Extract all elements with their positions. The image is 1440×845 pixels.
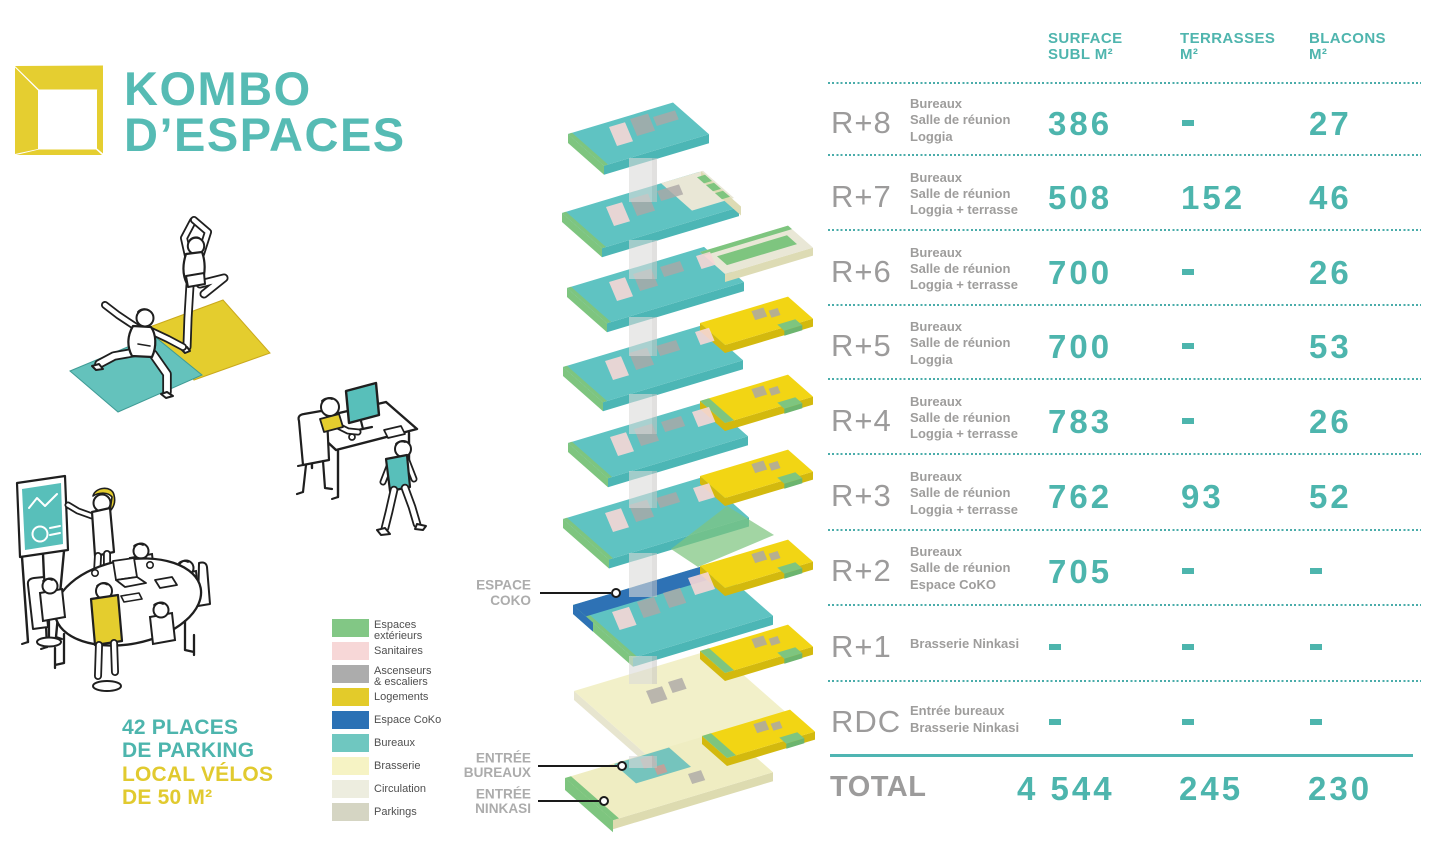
svg-text:ENTRÉE: ENTRÉE xyxy=(476,751,531,766)
svg-text:COKO: COKO xyxy=(490,593,531,608)
svg-text:ENTRÉE: ENTRÉE xyxy=(476,787,531,802)
svg-text:NINKASI: NINKASI xyxy=(475,801,531,816)
svg-text:BUREAUX: BUREAUX xyxy=(464,765,531,780)
svg-text:ESPACE: ESPACE xyxy=(476,578,531,593)
